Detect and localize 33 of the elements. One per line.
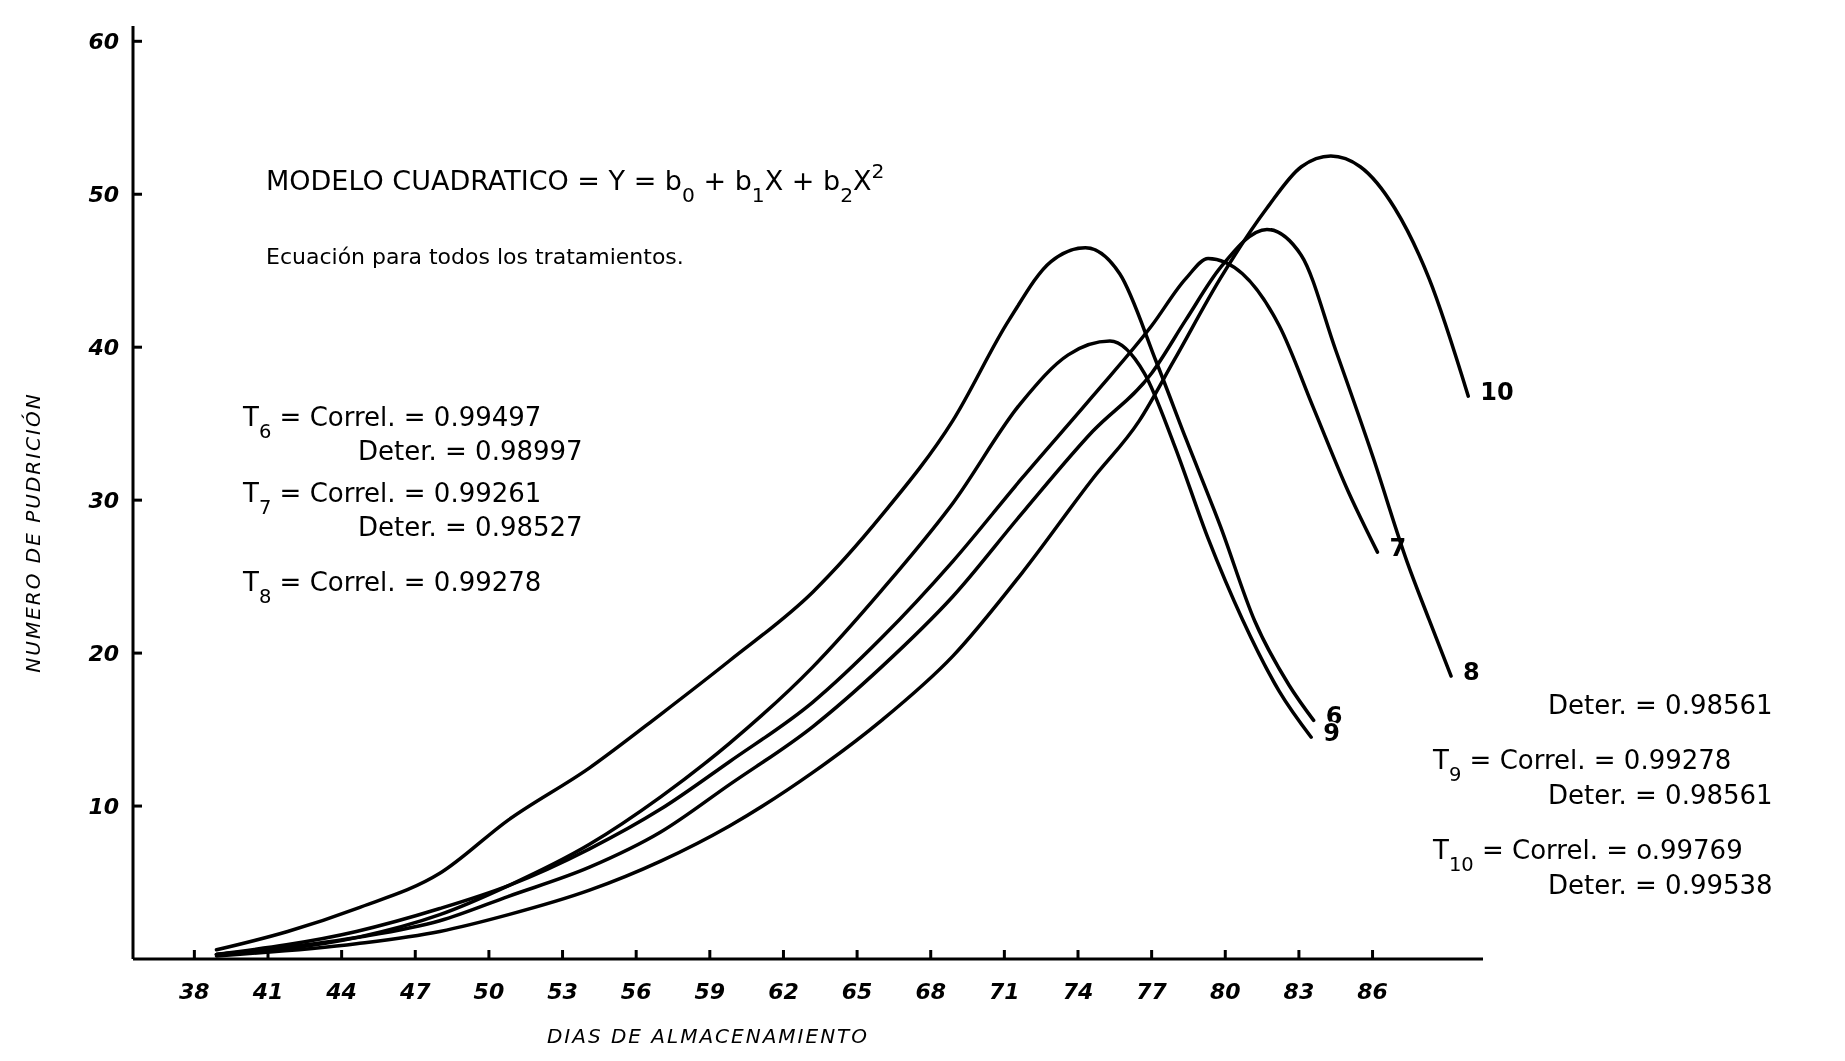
x-axis-title: DIAS DE ALMACENAMIENTO — [546, 1024, 870, 1048]
x-tick-label: 83 — [1283, 979, 1315, 1004]
x-tick-label: 50 — [473, 979, 505, 1004]
x-tick-label: 71 — [989, 979, 1020, 1004]
y-tick-label: 30 — [88, 488, 119, 514]
x-tick-label: 86 — [1357, 979, 1388, 1004]
x-tick-label: 68 — [915, 979, 947, 1004]
x-tick-label: 77 — [1136, 979, 1168, 1004]
x-tick-label: 38 — [179, 979, 210, 1004]
y-tick-label: 50 — [88, 182, 119, 208]
x-tick-label: 65 — [841, 979, 873, 1004]
text: Deter. = 0.98561 — [1548, 780, 1773, 810]
y-tick-label: 40 — [87, 335, 119, 361]
y-tick-label: 60 — [88, 29, 119, 55]
x-tick-label: 62 — [768, 979, 799, 1004]
y-axis-title: NUMERO DE PUDRICIÓN — [21, 392, 45, 673]
series-label: 8 — [1463, 658, 1480, 687]
text: Ecuación para todos los tratamientos. — [266, 244, 684, 269]
text: Deter. = 0.99538 — [1548, 870, 1773, 900]
x-tick-label: 56 — [620, 979, 652, 1004]
y-tick-label: 10 — [88, 794, 119, 820]
x-tick-label: 59 — [694, 979, 726, 1004]
text: Deter. = 0.98561 — [1548, 690, 1773, 720]
x-tick-label: 44 — [325, 979, 357, 1004]
x-tick-label: 53 — [547, 979, 578, 1004]
annotation: T$_{8}$ = Correl. = 0.99278 — [242, 567, 542, 608]
x-tick-label: 80 — [1209, 979, 1241, 1004]
x-tick-label: 47 — [398, 979, 432, 1004]
series-label: 10 — [1480, 378, 1514, 407]
x-tick-label: 74 — [1062, 979, 1094, 1004]
text: MODELO CUADRATICO = Y = b$_{0}$ + b$_{1}$X + b$_{2}$X$^{2}$ — [266, 159, 885, 207]
x-tick-label: 41 — [251, 979, 284, 1004]
y-tick-label: 20 — [88, 641, 119, 667]
